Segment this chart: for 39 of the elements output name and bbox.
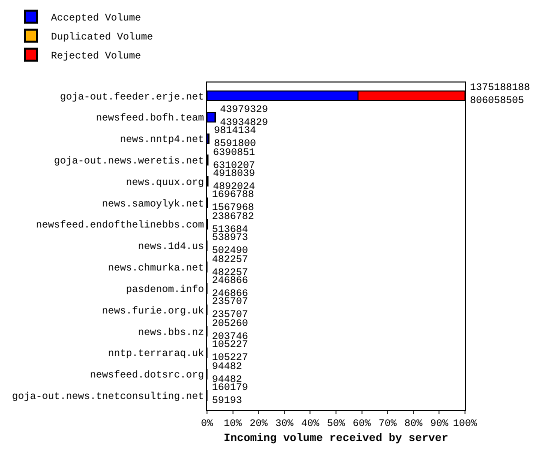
annotation: 806058505 [470,96,524,107]
x-tick-label: 30% [275,419,294,430]
y-tick-label: news.1d4.us [138,241,204,254]
y-tick-label: goja-out.news.weretis.net [54,156,204,168]
annotation: 2386782 [212,212,254,223]
legend-label: Rejected Volume [51,50,142,63]
x-tick-label: 10% [224,419,242,430]
y-tick-label: news.chmurka.net [108,262,204,275]
x-tick-label: 80% [404,419,422,430]
y-tick-label: news.quux.org [126,178,204,189]
annotation: 94482 [212,362,242,373]
annotation: 6390851 [213,148,256,159]
y-tick-label: newsfeed.dotsrc.org [90,370,204,382]
legend-label: Accepted Volume [51,12,142,25]
x-axis-title: Incoming volume received by server [224,433,448,446]
y-tick-label: nntp.terraraq.uk [108,348,204,360]
annotation: 59193 [212,396,242,407]
y-tick-label: news.samoylyk.net [102,198,204,210]
y-tick-label: news.bbs.nz [138,326,204,339]
x-tick-label: 20% [250,419,268,430]
x-tick-label: 50% [326,419,346,430]
x-tick-label: 60% [352,419,371,430]
annotation: 1375188188 [470,83,530,94]
y-tick-label: goja-out.feeder.erje.net [60,91,204,104]
y-tick-label: newsfeed.bofh.team [96,112,204,125]
y-tick-label: pasdenom.info [126,284,204,296]
y-tick-label: news.nntp4.net [120,135,204,146]
x-tick-label: 70% [378,419,397,430]
y-tick-label: goja-out.news.tnetconsulting.net [12,391,204,404]
annotation: 482257 [212,255,248,266]
x-tick-label: 40% [301,419,320,430]
x-tick-label: 100% [452,419,478,430]
annotation: 43979329 [220,105,268,116]
x-tick-label: 0% [200,419,214,430]
y-tick-label: news.furie.org.uk [102,305,204,318]
legend-label: Duplicated Volume [51,32,154,44]
y-tick-label: newsfeed.endofthelinebbs.com [36,220,204,232]
annotation: 205260 [212,319,248,330]
x-tick-label: 90% [430,419,448,430]
